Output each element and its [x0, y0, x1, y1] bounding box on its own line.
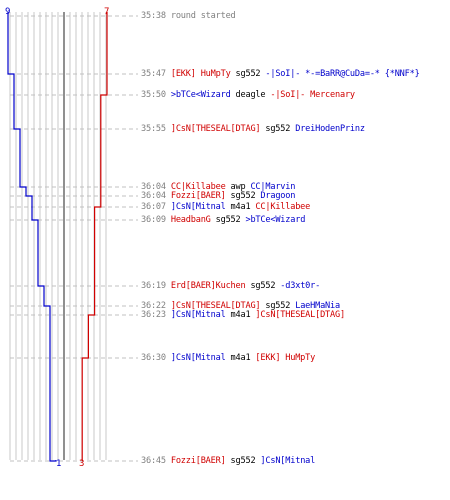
kill-event: 35:47 [EKK] HuMpTy sg552 -|SoI|- *-=BaRR… [141, 69, 420, 79]
event-time: 36:07 [141, 202, 166, 212]
event-time: 36:19 [141, 281, 166, 291]
weapon-name: sg552 [230, 69, 266, 79]
kill-event: 36:09 HeadbanG sg552 >bTCe<Wizard [141, 215, 305, 225]
weapon-name: sg552 [260, 301, 296, 311]
killer-name: ]CsN[Mitnal [170, 353, 226, 363]
weapon-name: deagle [230, 90, 271, 100]
killer-name: ]CsN[Mitnal [170, 310, 226, 320]
blue-start-count: 9 [5, 7, 11, 17]
killer-name: ]CsN[THESEAL[DTAG] [170, 301, 261, 311]
killer-name: CC|Killabee [170, 182, 226, 192]
victim-name: [EKK] HuMpTy [255, 353, 316, 363]
killer-name: HeadbanG [170, 215, 211, 225]
victim-name: LaeHMaNia [295, 301, 340, 311]
kill-event: 35:55 ]CsN[THESEAL[DTAG] sg552 DreiHoden… [141, 124, 365, 134]
event-time: 35:55 [141, 124, 166, 134]
round-start-event: 35:38 round started [141, 11, 236, 21]
kill-event: 36:30 ]CsN[Mitnal m4a1 [EKK] HuMpTy [141, 353, 315, 363]
event-time: 35:50 [141, 90, 166, 100]
victim-name: CC|Killabee [255, 202, 311, 212]
weapon-name: m4a1 [225, 310, 256, 320]
kill-event: 36:23 ]CsN[Mitnal m4a1 ]CsN[THESEAL[DTAG… [141, 310, 345, 320]
kill-event: 36:45 Fozzi[BAER] sg552 ]CsN[Mitnal [141, 456, 315, 466]
event-time: 35:47 [141, 69, 166, 79]
victim-name: -d3xt0r- [280, 281, 321, 291]
killer-name: >bTCe<Wizard [170, 90, 231, 100]
killer-name: Erd[BAER]Kuchen [170, 281, 246, 291]
event-time: 36:22 [141, 301, 166, 311]
killer-name: ]CsN[THESEAL[DTAG] [170, 124, 261, 134]
victim-name: -|SoI|- Mercenary [270, 90, 355, 100]
event-time: 36:45 [141, 456, 166, 466]
event-time: 36:09 [141, 215, 166, 225]
event-time: 36:23 [141, 310, 166, 320]
killer-name: [EKK] HuMpTy [170, 69, 231, 79]
victim-name: Dragoon [260, 191, 296, 201]
weapon-name: sg552 [210, 215, 246, 225]
weapon-name: sg552 [245, 281, 281, 291]
killer-name: ]CsN[Mitnal [170, 202, 226, 212]
killer-name: Fozzi[BAER] [170, 191, 226, 201]
blue-end-count: 1 [56, 459, 62, 469]
victim-name: DreiHodenPrinz [295, 124, 365, 134]
victim-name: ]CsN[Mitnal [260, 456, 316, 466]
event-time: 36:04 [141, 191, 166, 201]
event-time: 36:30 [141, 353, 166, 363]
red-team-count-line [81, 12, 108, 461]
killer-name: Fozzi[BAER] [170, 456, 226, 466]
victim-name: -|SoI|- *-=BaRR@CuDa=-* {*NNF*} [265, 69, 420, 79]
kill-event: 36:04 CC|Killabee awp CC|Marvin [141, 182, 295, 192]
kill-event: 36:07 ]CsN[Mitnal m4a1 CC|Killabee [141, 202, 310, 212]
weapon-name: sg552 [225, 456, 261, 466]
kill-event: 35:50 >bTCe<Wizard deagle -|SoI|- Mercen… [141, 90, 355, 100]
kill-event: 36:04 Fozzi[BAER] sg552 Dragoon [141, 191, 295, 201]
event-message: round started [170, 11, 236, 21]
weapon-name: sg552 [225, 191, 261, 201]
event-guide-lines [10, 15, 138, 462]
column-grid [9, 12, 107, 460]
kill-event: 36:22 ]CsN[THESEAL[DTAG] sg552 LaeHMaNia [141, 301, 340, 311]
kill-event: 36:19 Erd[BAER]Kuchen sg552 -d3xt0r- [141, 281, 320, 291]
victim-name: ]CsN[THESEAL[DTAG] [255, 310, 345, 320]
event-time: 35:38 [141, 11, 166, 21]
victim-name: >bTCe<Wizard [245, 215, 306, 225]
weapon-name: sg552 [260, 124, 296, 134]
event-time: 36:04 [141, 182, 166, 192]
blue-team-count-line [7, 12, 57, 462]
red-end-count: 3 [79, 459, 85, 469]
red-start-count: 7 [104, 7, 110, 17]
weapon-name: m4a1 [225, 353, 256, 363]
weapon-name: awp [225, 182, 251, 192]
victim-name: CC|Marvin [250, 182, 296, 192]
weapon-name: m4a1 [225, 202, 256, 212]
